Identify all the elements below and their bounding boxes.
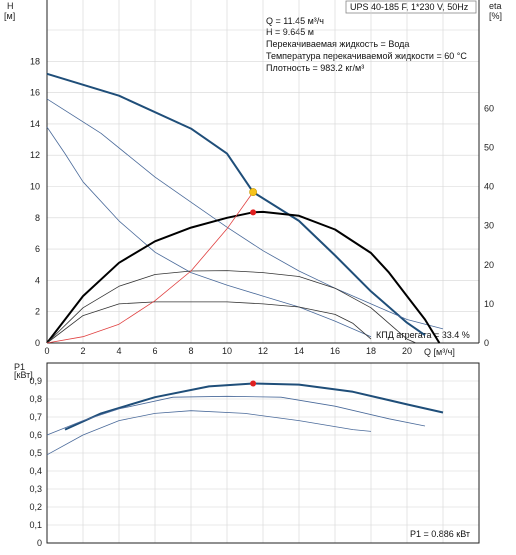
head-tick-label: 16 xyxy=(30,88,40,98)
head-speed-1-curve xyxy=(46,126,372,338)
eta-tick-label: 30 xyxy=(484,221,494,231)
flow-axis-label: Q [м³/ч] xyxy=(424,347,455,357)
x-tick-label: 4 xyxy=(116,346,121,356)
power-plot-frame xyxy=(46,362,480,544)
plot-layer: 0 2 4 6 8 10 12 14 16 18 20 0 2 4 6 8 10 12 14 16 18 0 10 20 30 4… xyxy=(29,0,494,548)
head-tick-label: 14 xyxy=(30,119,40,129)
head-speed-3-curve xyxy=(46,72,426,337)
power-axis-title: P1 xyxy=(14,362,25,372)
info-temperature: Температура перекачиваемой жидкости = 60… xyxy=(266,51,467,61)
head-tick-label: 6 xyxy=(35,244,40,254)
head-tick-label: 2 xyxy=(35,307,40,317)
power-tick-label: 0,2 xyxy=(29,502,42,512)
head-axis-unit: [м] xyxy=(4,11,15,21)
x-tick-label: 12 xyxy=(258,346,268,356)
eta-tick-label: 60 xyxy=(484,103,494,113)
eta-axis-title: eta xyxy=(489,1,502,11)
x-tick-label: 2 xyxy=(80,346,85,356)
operating-point-head xyxy=(249,188,257,196)
info-flow: Q = 11.45 м³/ч xyxy=(266,16,324,26)
x-tick-label: 14 xyxy=(294,346,304,356)
x-tick-label: 10 xyxy=(222,346,232,356)
operating-point-efficiency xyxy=(250,209,257,216)
x-tick-label: 0 xyxy=(44,346,49,356)
head-speed-2-curve xyxy=(46,98,444,330)
model-label-box xyxy=(345,0,477,14)
x-tick-label: 8 xyxy=(188,346,193,356)
power-tick-label: 0,1 xyxy=(29,520,42,530)
power-speed-1-curve xyxy=(46,410,372,456)
info-block: Q = 11.45 м³/ч H = 9.645 м Перекачиваема… xyxy=(266,16,467,73)
head-tick-label: 10 xyxy=(30,182,40,192)
head-tick-label: 8 xyxy=(35,213,40,223)
power-tick-label: 0,3 xyxy=(29,484,42,494)
head-tick-label: 4 xyxy=(35,275,40,285)
eta-tick-label: 20 xyxy=(484,260,494,270)
model-label: UPS 40-185 F, 1*230 V, 50Hz xyxy=(350,2,469,12)
x-tick-label: 18 xyxy=(366,346,376,356)
info-head: H = 9.645 м xyxy=(266,27,314,37)
power-tick-label: 0,5 xyxy=(29,448,42,458)
head-tick-label: 12 xyxy=(30,150,40,160)
efficiency-speed-3-curve xyxy=(46,210,441,344)
power-tick-label: 0,6 xyxy=(29,430,42,440)
power-tick-label: 0,8 xyxy=(29,394,42,404)
power-annotation: P1 = 0.886 кВт xyxy=(410,529,470,539)
operating-point-power xyxy=(250,380,257,387)
power-tick-label: 0,7 xyxy=(29,412,42,422)
eta-tick-label: 10 xyxy=(484,299,494,309)
info-liquid: Перекачиваемая жидкость = Вода xyxy=(266,39,409,49)
x-tick-label: 20 xyxy=(402,346,412,356)
head-tick-label: 18 xyxy=(30,56,40,66)
power-tick-label: 0 xyxy=(37,538,42,548)
x-tick-label: 16 xyxy=(330,346,340,356)
efficiency-speed-2-curve xyxy=(46,270,417,344)
efficiency-speed-1-curve xyxy=(46,301,372,344)
head-tick-label: 0 xyxy=(35,338,40,348)
power-tick-label: 0,9 xyxy=(29,376,42,386)
power-speed-2-curve xyxy=(46,395,426,436)
eta-tick-label: 50 xyxy=(484,142,494,152)
eta-axis-unit: [%] xyxy=(489,11,502,21)
power-axis-unit: [кВт] xyxy=(14,370,33,380)
efficiency-annotation: КПД агрегата = 33.4 % xyxy=(376,330,470,340)
head-axis-title: H xyxy=(7,1,14,11)
info-density: Плотность = 983.2 кг/м³ xyxy=(266,63,364,73)
system-curve-curve xyxy=(46,191,254,344)
eta-tick-label: 40 xyxy=(484,182,494,192)
x-tick-label: 6 xyxy=(152,346,157,356)
eta-tick-label: 0 xyxy=(484,338,489,348)
power-tick-label: 0,4 xyxy=(29,466,42,476)
